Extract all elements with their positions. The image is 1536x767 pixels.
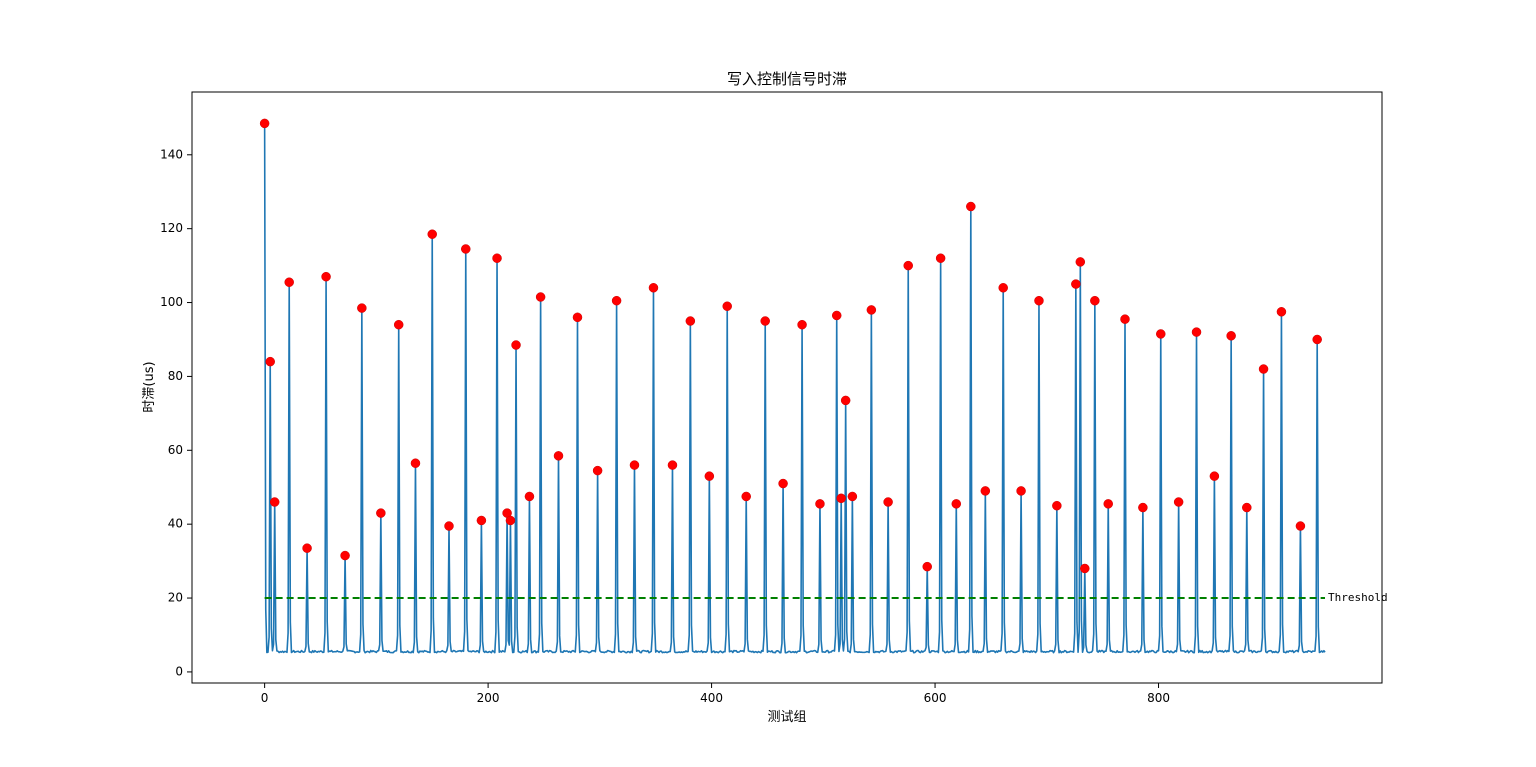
peak-marker [410, 458, 421, 468]
y-tick-label: 120 [160, 221, 183, 235]
peak-marker [1138, 502, 1148, 513]
plot-frame [191, 91, 1383, 684]
peak-marker [553, 451, 564, 461]
peak-marker [524, 491, 535, 502]
y-axis: 0 20 40 60 80 100 120 140 [160, 147, 192, 678]
peak-marker [427, 229, 437, 239]
peak-marker [284, 277, 294, 287]
peak-marker [1120, 314, 1130, 324]
peak-marker [815, 499, 825, 509]
peak-marker [722, 301, 732, 311]
y-tick-label: 20 [168, 591, 183, 605]
y-tick-label: 0 [175, 664, 183, 678]
series-line [263, 123, 1326, 654]
peak-marker [1209, 471, 1220, 481]
peak-marker [1156, 329, 1166, 339]
peak-marker [321, 271, 331, 282]
peak-marker [847, 491, 858, 502]
peak-marker [922, 561, 932, 572]
peak-marker [505, 515, 516, 526]
peak-marker [704, 471, 715, 481]
peak-marker [1173, 497, 1184, 507]
peak-marker [1090, 295, 1100, 306]
x-axis: 0 200 400 600 800 [261, 683, 1170, 705]
y-tick-label: 100 [160, 295, 183, 309]
peak-marker [685, 316, 696, 326]
x-axis-label: 测试组 [767, 710, 806, 725]
peak-marker [1295, 521, 1306, 531]
peak-marker [1276, 307, 1287, 317]
peak-marker [1034, 295, 1044, 306]
y-axis-label: 时滞(us) [142, 361, 157, 412]
marker-layer [259, 118, 1322, 574]
peak-marker [592, 465, 603, 476]
peak-marker [1242, 502, 1252, 513]
x-tick-label: 200 [477, 691, 500, 705]
threshold-layer: Threshold [264, 591, 1388, 604]
peak-marker [831, 310, 842, 321]
peak-marker [866, 305, 877, 315]
peak-marker [966, 201, 976, 212]
y-tick-label: 80 [168, 369, 183, 383]
peak-marker [1052, 500, 1062, 511]
y-tick-label: 140 [160, 147, 183, 161]
peak-marker [935, 253, 946, 263]
x-tick-label: 0 [261, 691, 269, 705]
peak-marker [269, 497, 280, 507]
peak-marker [629, 460, 640, 470]
plot-area [192, 92, 1382, 683]
peak-marker [265, 356, 275, 367]
peak-marker [259, 118, 270, 129]
y-tick-label: 40 [168, 517, 183, 531]
x-tick-label: 800 [1147, 691, 1170, 705]
x-tick-label: 400 [700, 691, 723, 705]
peak-marker [741, 491, 751, 502]
peak-marker [572, 312, 583, 323]
peak-marker [836, 493, 846, 504]
peak-marker [1016, 486, 1026, 496]
peak-marker [1312, 334, 1322, 345]
peak-marker [476, 515, 487, 526]
peak-marker [1071, 279, 1081, 289]
peak-marker [376, 508, 386, 518]
peak-marker [760, 316, 770, 326]
peak-marker [340, 550, 350, 561]
peak-marker [492, 253, 502, 263]
peak-marker [1103, 499, 1113, 509]
threshold-label: Threshold [1328, 591, 1388, 604]
peak-marker [461, 244, 471, 254]
peak-marker [1226, 331, 1236, 341]
peak-marker [611, 295, 622, 306]
peak-marker [357, 303, 367, 313]
peak-marker [840, 395, 851, 406]
peak-marker [535, 292, 546, 302]
x-tick-label: 600 [924, 691, 947, 705]
peak-marker [302, 543, 312, 553]
peak-marker [1191, 327, 1202, 337]
peak-marker [1080, 563, 1090, 574]
peak-marker [903, 260, 913, 271]
peak-marker [980, 486, 991, 496]
peak-marker [1075, 257, 1086, 267]
chart-title: 写入控制信号时滞 [727, 70, 847, 88]
peak-marker [648, 283, 659, 293]
peak-marker [797, 319, 807, 330]
peak-marker [951, 499, 962, 509]
peak-marker [444, 521, 454, 531]
peak-marker [511, 340, 521, 350]
peak-marker [778, 478, 788, 489]
y-tick-label: 60 [168, 443, 183, 457]
peak-marker [1258, 364, 1269, 374]
peak-marker [393, 319, 404, 330]
peak-marker [998, 283, 1008, 293]
peak-marker [667, 460, 678, 470]
series-layer [263, 123, 1326, 654]
peak-marker [883, 497, 893, 507]
